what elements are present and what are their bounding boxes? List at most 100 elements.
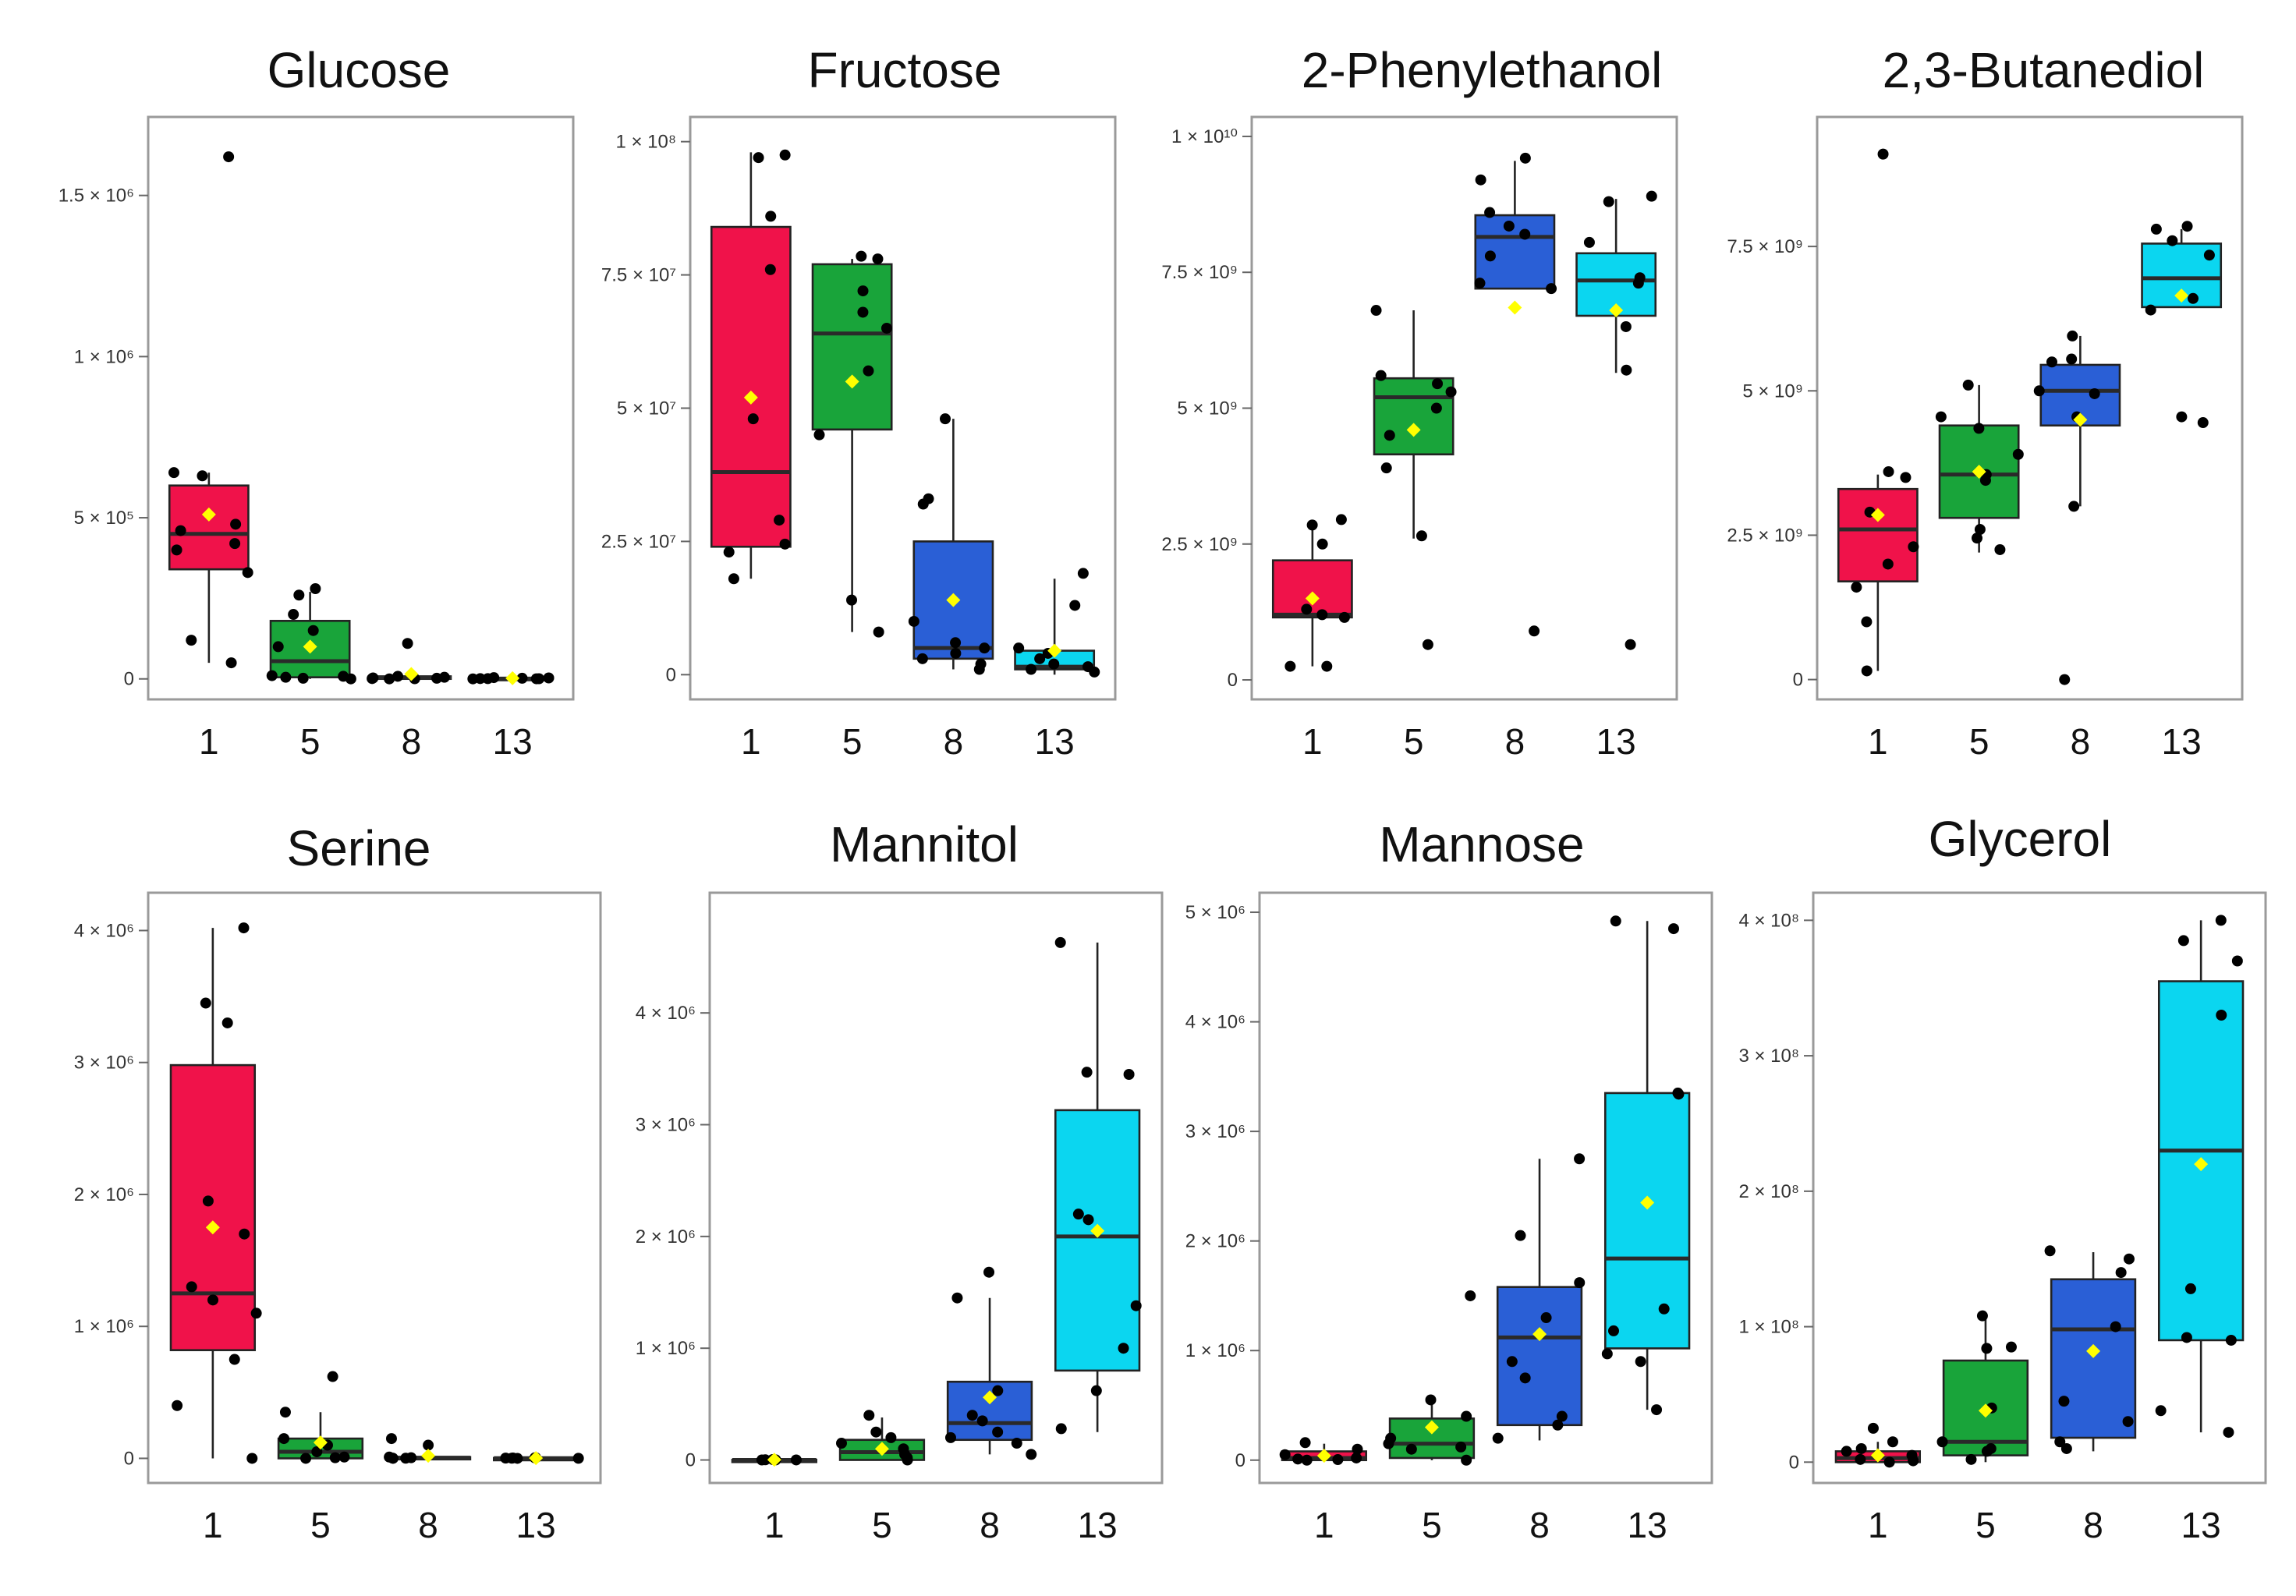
data-point [2122,1416,2134,1428]
data-point [863,1410,875,1421]
y-tick-label: 2 × 10⁶ [74,1184,134,1205]
data-point [1461,1410,1472,1422]
data-point [2150,223,2162,235]
data-point [774,515,785,526]
data-point [2184,1283,2196,1294]
mean-marker [983,1390,997,1405]
box-group-8 [2044,1245,2137,1454]
y-tick-label: 2.5 × 10⁷ [601,531,676,552]
data-point [1882,558,1894,570]
data-point [1883,465,1894,477]
data-point [1625,639,1636,650]
box-group-8 [1492,1153,1586,1444]
x-tick-label: 1 [1302,721,1323,762]
data-point [885,1431,897,1443]
data-point [186,635,197,646]
data-point [1583,236,1595,248]
data-point [300,1453,312,1464]
data-point [1034,653,1046,664]
box-group-13 [1013,568,1100,678]
panel-glycerol: Glycerol 0 1 × 10⁸ 2 × 10⁸ 3 × 10⁸ 4 × 10⁸ 1 5 8… [1738,811,2267,1545]
data-point [1855,1453,1866,1465]
data-point [1026,664,1037,675]
data-point [1430,402,1442,414]
data-point [175,525,186,536]
x-tick-label: 5 [872,1505,892,1545]
data-point [1445,386,1457,398]
data-point [1422,639,1433,650]
data-point [1338,611,1350,623]
data-point [973,664,985,675]
data-point [1405,1443,1417,1455]
box-group-1 [1279,1437,1368,1466]
data-point [230,518,242,530]
mean-marker [205,1220,220,1235]
data-point [2155,1405,2167,1417]
data-point [917,498,929,510]
data-point [857,285,869,297]
y-tick-label: 4 × 10⁶ [74,920,134,941]
mean-marker [845,374,859,389]
data-point [1301,1454,1313,1466]
mean-marker [1406,423,1421,437]
data-point [2181,1332,2192,1343]
data-point [543,672,555,684]
x-tick-label: 1 [203,1505,223,1545]
y-tick-label: 1 × 10⁶ [74,346,134,367]
x-tick-label: 13 [1596,721,1636,762]
data-point [345,673,356,685]
iqr-box [2050,1278,2137,1439]
x-tick-label: 13 [1628,1505,1667,1545]
data-point [1861,616,1873,628]
x-tick-label: 8 [402,721,422,762]
x-tick-label: 5 [1975,1505,1996,1545]
data-point [1492,1432,1504,1444]
data-point [1861,665,1873,677]
panel-title: Mannitol [830,816,1019,872]
data-point [2231,955,2243,967]
data-point [250,1308,262,1319]
data-point [1973,423,1985,434]
data-point [385,1433,397,1445]
x-tick-label: 13 [516,1505,556,1545]
y-tick-label: 2.5 × 10⁹ [1727,525,1803,546]
mean-marker [2194,1157,2209,1172]
data-point [944,1431,956,1443]
data-point [2115,1267,2127,1279]
x-tick-label: 5 [1969,721,1990,762]
data-point [950,647,962,659]
data-point [572,1453,584,1464]
data-point [1908,1455,1919,1467]
data-point [1506,1356,1518,1368]
data-point [1529,625,1540,637]
mean-marker [1870,1448,1885,1463]
data-point [1352,1443,1363,1455]
panel-frame [1816,115,2244,701]
data-point [293,589,305,601]
mean-marker [201,507,216,522]
data-point [813,429,825,441]
panel-title: Glycerol [1929,811,2112,867]
panel-serine: Serine 0 1 × 10⁶ 2 × 10⁶ 3 × 10⁶ 4 × 10⁶ 1 5 8 13 [74,820,602,1545]
data-point [1658,1303,1670,1315]
data-point [1081,1067,1093,1078]
data-point [2181,221,2193,232]
data-point [916,653,928,664]
panel-mannose: Mannose 0 1 × 10⁶ 2 × 10⁶ 3 × 10⁶ 4 × 10⁶ 5 × … [1185,816,1713,1545]
x-tick-label: 13 [2162,721,2202,762]
data-point [2197,417,2209,429]
y-tick-label: 2.5 × 10⁹ [1161,534,1238,555]
data-point [728,573,739,585]
data-point [756,1454,767,1466]
mean-marker [1640,1195,1655,1210]
data-point [1621,364,1632,376]
y-tick-label: 3 × 10⁶ [636,1115,696,1136]
data-point [200,997,211,1009]
mean-marker [313,1435,328,1450]
y-tick-label: 0 [686,1450,696,1471]
data-point [311,1446,323,1457]
x-tick-label: 1 [741,721,761,762]
data-point [467,673,479,685]
iqr-box [1603,1092,1691,1350]
box-group-13 [2141,221,2223,429]
